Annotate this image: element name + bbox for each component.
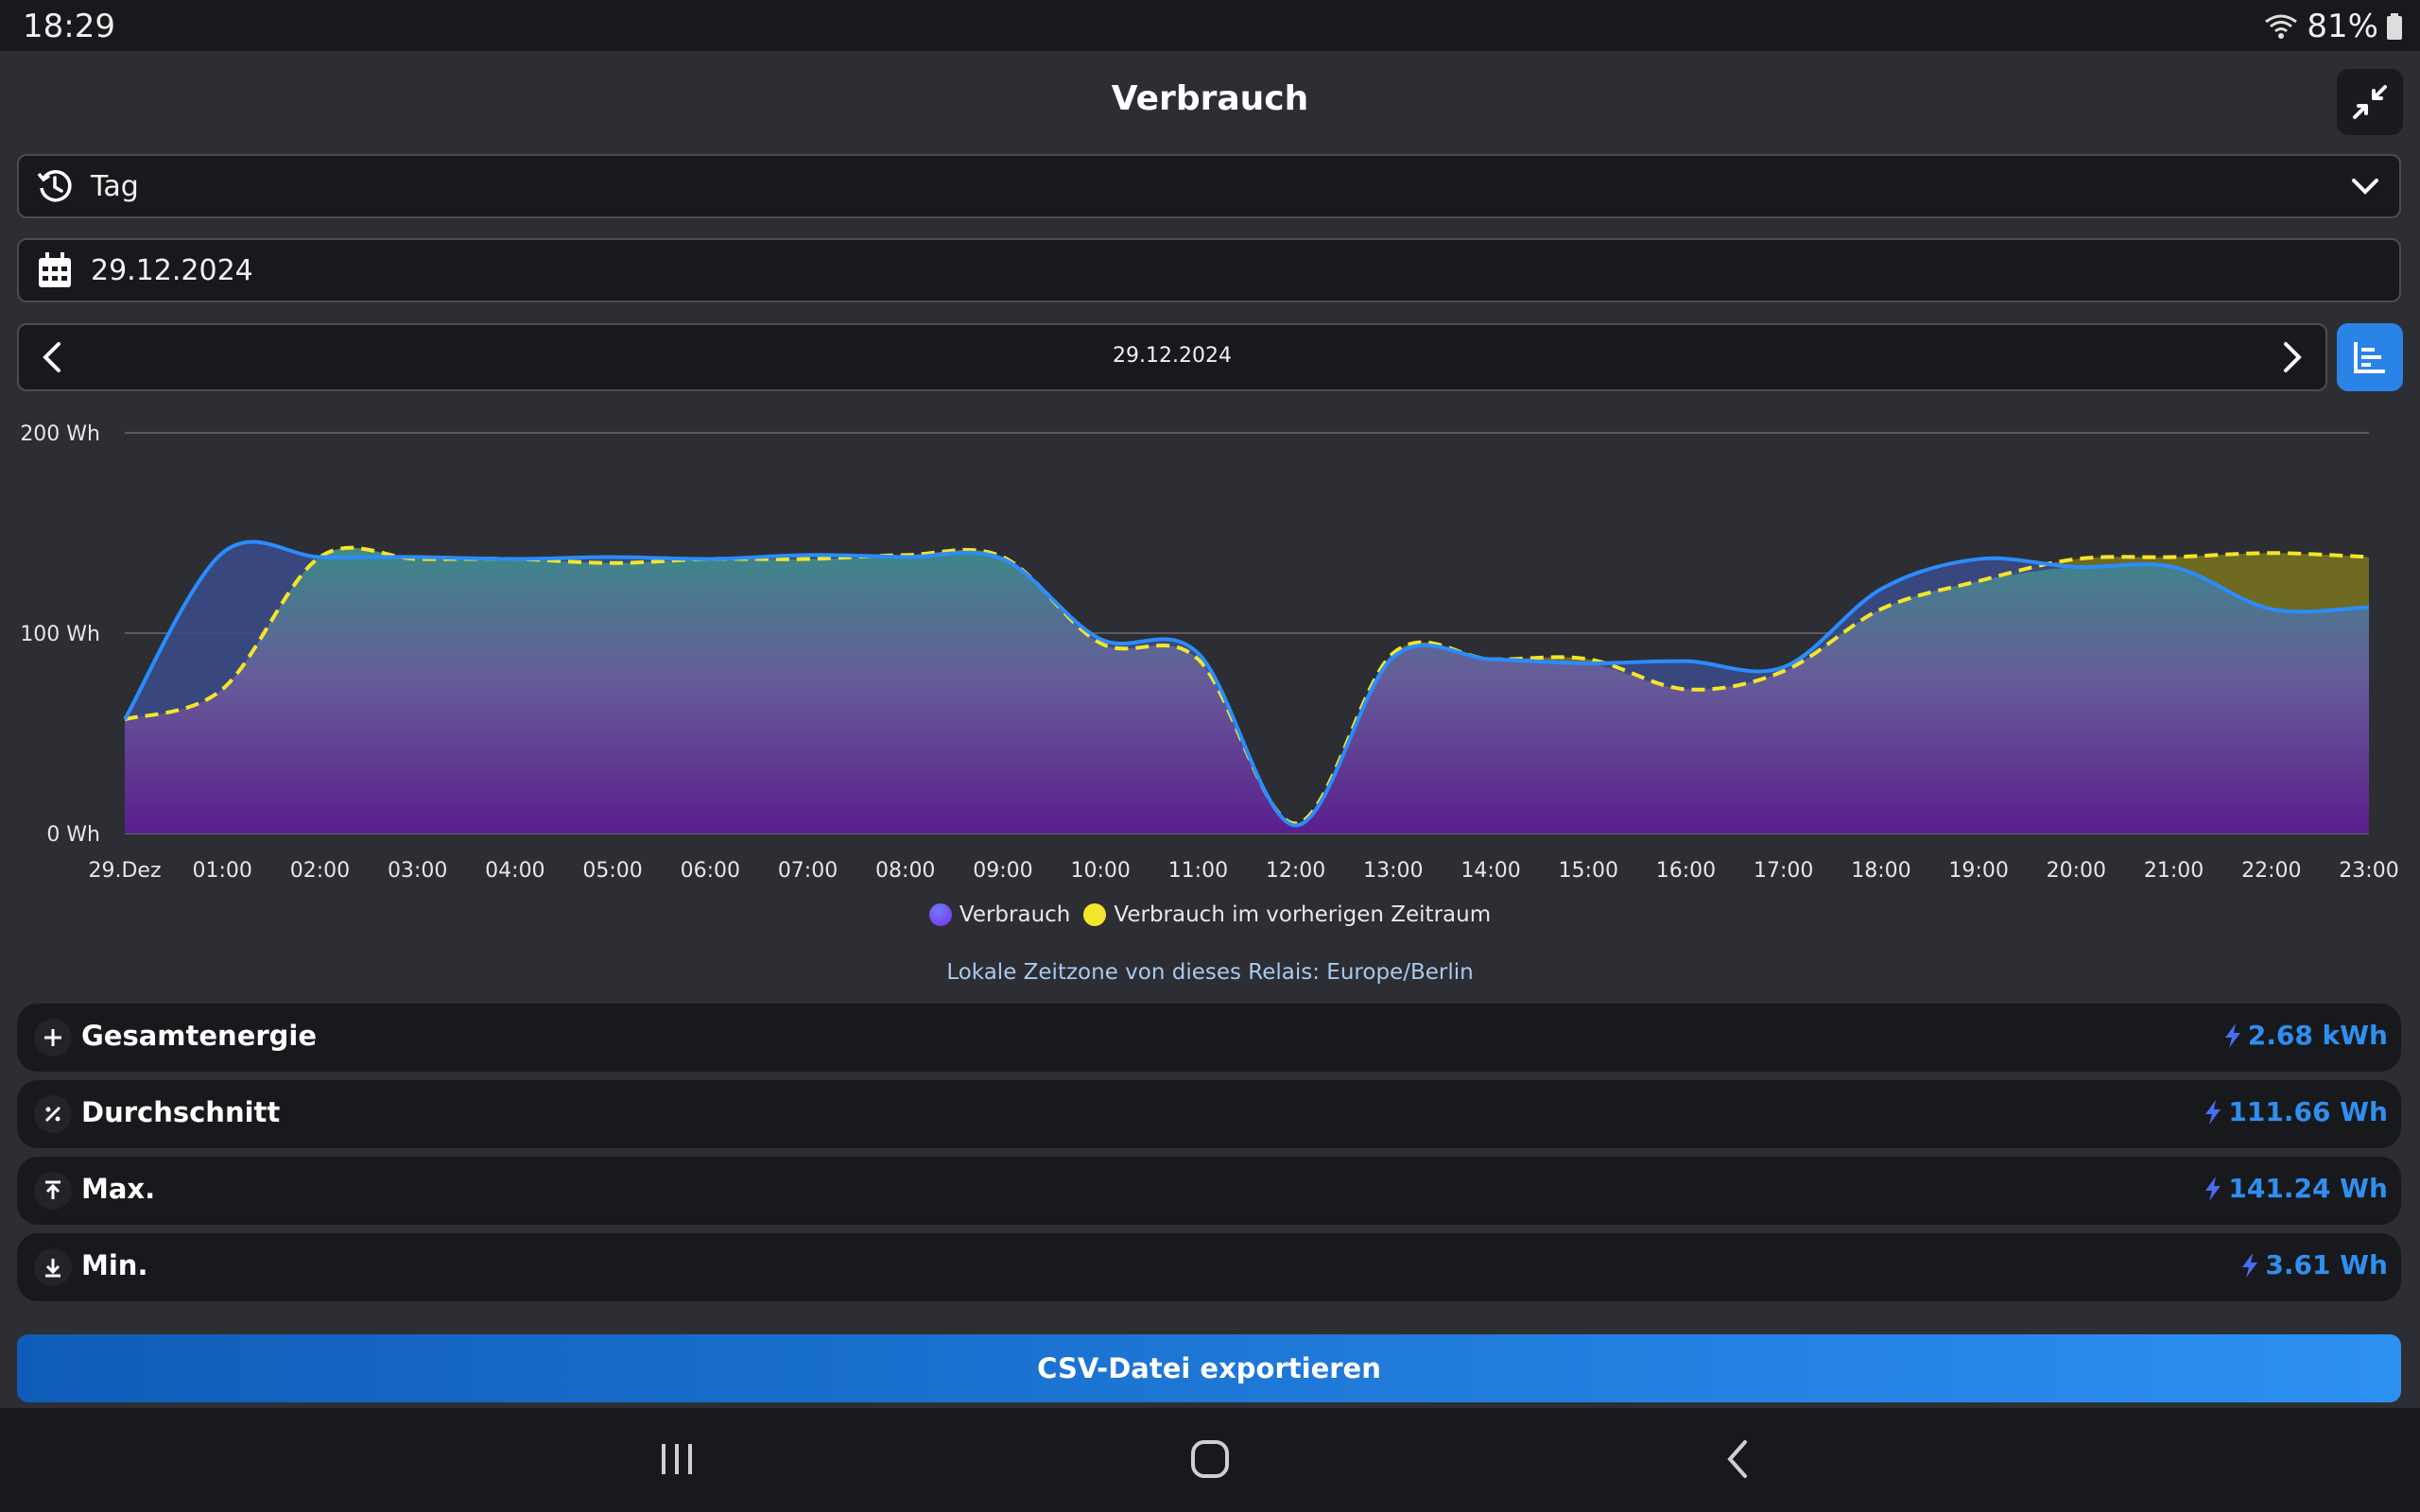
percent-icon bbox=[34, 1095, 72, 1133]
x-tick-label: 10:00 bbox=[1070, 859, 1130, 883]
date-field[interactable]: 29.12.2024 bbox=[17, 238, 2401, 302]
battery-percent: 81% bbox=[2307, 8, 2378, 45]
legend-dot-verbrauch bbox=[928, 903, 952, 926]
stat-row-max[interactable]: Max. 141.24 Wh bbox=[17, 1157, 2401, 1225]
period-select-value: Tag bbox=[91, 169, 139, 203]
stat-value-text: 111.66 Wh bbox=[2228, 1096, 2388, 1127]
chart-legend: Verbrauch Verbrauch im vorherigen Zeitra… bbox=[0, 902, 2420, 927]
x-tick-label: 01:00 bbox=[193, 859, 252, 883]
range-label: 29.12.2024 bbox=[1113, 344, 1232, 368]
battery-icon bbox=[2387, 13, 2402, 40]
legend-label-previous: Verbrauch im vorherigen Zeitraum bbox=[1114, 902, 1492, 927]
stat-value-text: 141.24 Wh bbox=[2228, 1173, 2388, 1204]
export-csv-button[interactable]: CSV-Datei exportieren bbox=[17, 1334, 2401, 1402]
consumption-area bbox=[125, 547, 2369, 833]
collapse-button[interactable] bbox=[2337, 69, 2403, 135]
status-bar: 18:29 81% bbox=[0, 0, 2420, 51]
stat-label: Gesamtenergie bbox=[81, 1020, 318, 1052]
x-tick-label: 16:00 bbox=[1656, 859, 1716, 883]
x-tick-label: 14:00 bbox=[1461, 859, 1520, 883]
stat-row-min[interactable]: Min. 3.61 Wh bbox=[17, 1233, 2401, 1301]
x-tick-label: 19:00 bbox=[1948, 859, 2008, 883]
x-tick-label: 02:00 bbox=[290, 859, 350, 883]
lightning-icon bbox=[2242, 1252, 2258, 1278]
stat-label: Min. bbox=[81, 1249, 148, 1281]
x-tick-label: 18:00 bbox=[1851, 859, 1910, 883]
page-title: Verbrauch bbox=[1111, 79, 1309, 118]
stat-row-average[interactable]: Durchschnitt 111.66 Wh bbox=[17, 1080, 2401, 1148]
x-tick-label: 22:00 bbox=[2241, 859, 2301, 883]
range-navigator: 29.12.2024 bbox=[17, 323, 2327, 391]
stat-label: Max. bbox=[81, 1173, 156, 1205]
x-tick-label: 17:00 bbox=[1754, 859, 1813, 883]
status-icons: 81% bbox=[2263, 8, 2403, 45]
date-field-value: 29.12.2024 bbox=[91, 253, 253, 287]
legend-item-previous[interactable]: Verbrauch im vorherigen Zeitraum bbox=[1083, 902, 1491, 927]
legend-label-verbrauch: Verbrauch bbox=[959, 902, 1071, 927]
previous-period-button[interactable] bbox=[34, 338, 72, 376]
x-tick-label: 21:00 bbox=[2144, 859, 2204, 883]
x-tick-label: 07:00 bbox=[778, 859, 838, 883]
calendar-icon bbox=[34, 249, 76, 291]
y-tick-label: 0 Wh bbox=[46, 823, 100, 847]
plus-icon bbox=[34, 1019, 72, 1057]
consumption-line bbox=[123, 540, 2370, 828]
x-tick-label: 13:00 bbox=[1363, 859, 1423, 883]
x-tick-label: 03:00 bbox=[388, 859, 447, 883]
x-tick-label: 06:00 bbox=[681, 859, 740, 883]
lightning-icon bbox=[2205, 1099, 2221, 1125]
status-time: 18:29 bbox=[23, 8, 115, 45]
chart-type-button[interactable] bbox=[2337, 323, 2403, 391]
x-tick-label: 08:00 bbox=[875, 859, 935, 883]
stat-value-text: 3.61 Wh bbox=[2265, 1249, 2388, 1280]
bar-chart-icon bbox=[2354, 342, 2385, 373]
export-csv-label: CSV-Datei exportieren bbox=[1037, 1352, 1381, 1384]
x-tick-label: 05:00 bbox=[582, 859, 642, 883]
home-icon[interactable] bbox=[1187, 1436, 1233, 1482]
consumption-chart: 200 Wh 100 Wh 0 Wh 29.Dez 01:00 02:00 03:00 04:… bbox=[20, 422, 2398, 883]
x-tick-label: 11:00 bbox=[1168, 859, 1228, 883]
x-tick-label: 23:00 bbox=[2339, 859, 2398, 883]
stat-value: 3.61 Wh bbox=[2240, 1249, 2388, 1280]
timezone-note: Lokale Zeitzone von dieses Relais: Europ… bbox=[946, 960, 1474, 985]
lightning-icon bbox=[2205, 1176, 2221, 1201]
y-tick-label: 200 Wh bbox=[20, 422, 100, 446]
next-period-button[interactable] bbox=[2273, 338, 2310, 376]
lightning-icon bbox=[2224, 1022, 2240, 1048]
x-tick-label: 20:00 bbox=[2047, 859, 2106, 883]
wifi-icon bbox=[2265, 14, 2298, 39]
legend-item-verbrauch[interactable]: Verbrauch bbox=[928, 902, 1071, 927]
legend-dot-previous bbox=[1083, 903, 1107, 926]
stat-row-total[interactable]: Gesamtenergie 2.68 kWh bbox=[17, 1004, 2401, 1072]
max-icon bbox=[34, 1172, 72, 1210]
x-tick-label: 29.Dez bbox=[88, 859, 161, 883]
stat-value: 141.24 Wh bbox=[2204, 1173, 2388, 1204]
stat-label: Durchschnitt bbox=[81, 1096, 281, 1128]
history-icon bbox=[34, 165, 76, 207]
x-tick-label: 04:00 bbox=[485, 859, 544, 883]
x-tick-label: 15:00 bbox=[1559, 859, 1618, 883]
back-icon[interactable] bbox=[1717, 1436, 1762, 1482]
chevron-down-icon bbox=[2352, 179, 2378, 195]
recent-apps-icon[interactable] bbox=[654, 1436, 700, 1482]
stat-value-text: 2.68 kWh bbox=[2247, 1020, 2388, 1051]
collapse-icon bbox=[2353, 85, 2387, 119]
stat-value: 2.68 kWh bbox=[2223, 1020, 2388, 1051]
stat-value: 111.66 Wh bbox=[2204, 1096, 2388, 1127]
x-tick-label: 09:00 bbox=[973, 859, 1032, 883]
period-select[interactable]: Tag bbox=[17, 154, 2401, 218]
min-icon bbox=[34, 1248, 72, 1286]
system-navigation-bar bbox=[0, 1408, 2420, 1512]
y-tick-label: 100 Wh bbox=[20, 623, 100, 646]
x-tick-label: 12:00 bbox=[1266, 859, 1325, 883]
